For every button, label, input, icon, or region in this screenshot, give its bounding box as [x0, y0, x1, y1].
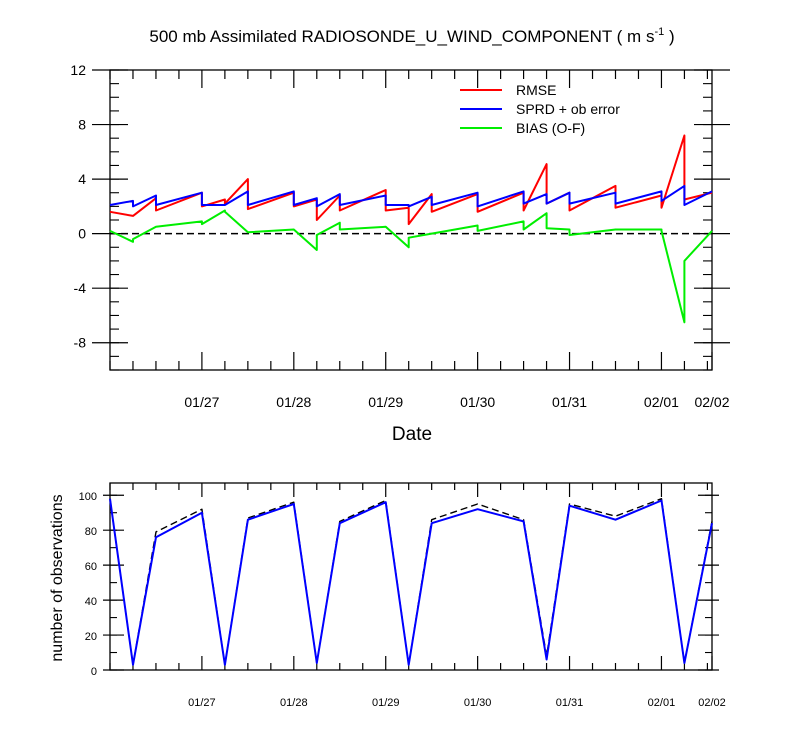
y-tick-label: -8	[74, 335, 87, 351]
x-tick-label: 01/27	[188, 697, 216, 709]
y-tick-label: 4	[78, 171, 86, 187]
series-line-observations-total	[109, 498, 713, 666]
y-tick-label: 80	[85, 526, 97, 538]
x-tick-label: 02/02	[694, 394, 729, 410]
x-tick-label: 01/29	[372, 697, 400, 709]
x-tick-label: 02/01	[648, 697, 676, 709]
legend-label-3: BIAS (O-F)	[516, 120, 585, 136]
plot-frame	[109, 482, 713, 671]
y-tick-label: 12	[70, 62, 86, 78]
legend: RMSE SPRD + ob error BIAS (O-F)	[460, 82, 620, 136]
x-tick-label: 01/29	[368, 394, 403, 410]
y-tick-label: 0	[78, 226, 86, 242]
x-tick-label: 02/02	[698, 697, 726, 709]
y-tick-label: -4	[74, 280, 87, 296]
y-tick-label: 0	[91, 666, 97, 678]
y-axis-title: number of observations	[49, 494, 66, 661]
bottom-plot-area: 01/27 01/28 01/29 01/30 01/31 02/01 02/02 0 20 40…	[79, 482, 726, 709]
top-panel: 500 mb Assimilated RADIOSONDE_U_WIND_COM…	[70, 26, 730, 445]
series-line-sprd-ob-error	[109, 184, 713, 208]
x-tick-label: 01/31	[552, 394, 587, 410]
x-tick-label: 01/28	[280, 697, 308, 709]
series-line-bias-o-f	[109, 209, 713, 324]
x-axis-title: Date	[392, 424, 432, 445]
series-line-rmse	[109, 134, 713, 226]
legend-label-2: SPRD + ob error	[516, 101, 620, 117]
x-tick-label: 01/31	[556, 697, 584, 709]
y-tick-label: 40	[85, 596, 97, 608]
y-tick-label: 100	[79, 491, 97, 503]
x-tick-label: 01/30	[460, 394, 495, 410]
series-line-observations-used	[109, 498, 713, 666]
y-tick-label: 8	[78, 117, 86, 133]
y-tick-label: 60	[85, 561, 97, 573]
bottom-panel: 01/27 01/28 01/29 01/30 01/31 02/01 02/02 0 20 40…	[49, 482, 726, 709]
x-tick-label: 01/30	[464, 697, 492, 709]
x-tick-label: 01/28	[276, 394, 311, 410]
legend-label-1: RMSE	[516, 82, 556, 98]
x-tick-label: 01/27	[184, 394, 219, 410]
top-plot-area: 01/27 01/28 01/29 01/30 01/31 02/01 02/02 -8 -4 0…	[70, 62, 730, 410]
chart-title: 500 mb Assimilated RADIOSONDE_U_WIND_COM…	[149, 26, 674, 46]
y-tick-label: 20	[85, 631, 97, 643]
x-tick-label: 02/01	[644, 394, 679, 410]
